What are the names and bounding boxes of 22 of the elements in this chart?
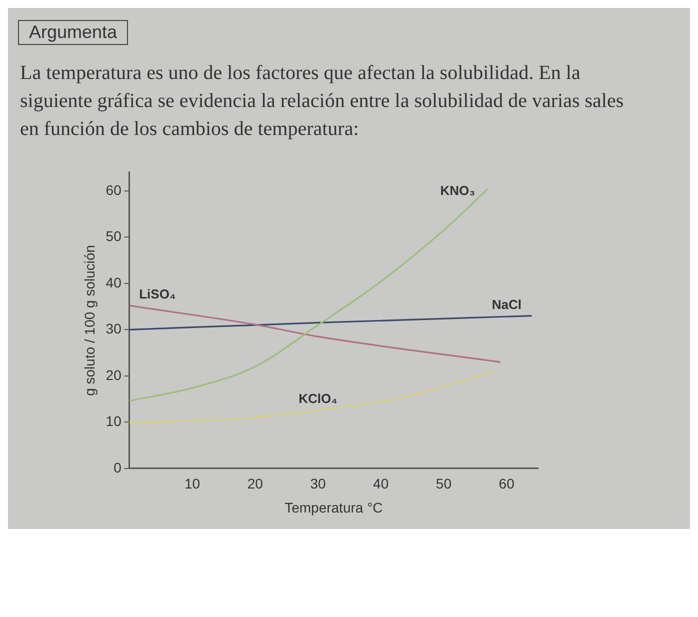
y-tick-label: 60 — [106, 182, 122, 198]
x-tick-label: 30 — [310, 476, 326, 492]
chart-title: Argumenta — [18, 20, 128, 45]
series-label: KNO₃ — [440, 183, 476, 198]
y-tick-label: 40 — [106, 274, 122, 290]
x-tick-label: 60 — [498, 476, 515, 492]
series-label: LiSO₄ — [139, 286, 176, 302]
x-tick-label: 50 — [436, 476, 452, 492]
series-label: NaCl — [492, 296, 522, 312]
y-tick-label: 0 — [114, 459, 122, 476]
line-series — [129, 370, 495, 423]
y-tick-label: 50 — [106, 228, 122, 244]
y-tick-label: 30 — [106, 320, 122, 337]
x-tick-label: 20 — [247, 476, 264, 492]
series-label: KClO₄ — [298, 391, 338, 406]
y-axis-title: g soluto / 100 g solución — [81, 244, 98, 396]
x-tick-label: 10 — [184, 476, 200, 492]
chart-subtitle: La temperatura es uno de los factores que afectan la solubilidad. En la siguiente gráfica se evidencia la relación entre la solubilidad de varias sales en función de los cambios de temperatura: — [20, 61, 625, 142]
y-tick-label: 20 — [106, 366, 122, 383]
y-tick-label: 10 — [106, 413, 122, 430]
x-tick-label: 40 — [373, 476, 389, 492]
x-axis-title: Temperatura °C — [284, 499, 383, 516]
